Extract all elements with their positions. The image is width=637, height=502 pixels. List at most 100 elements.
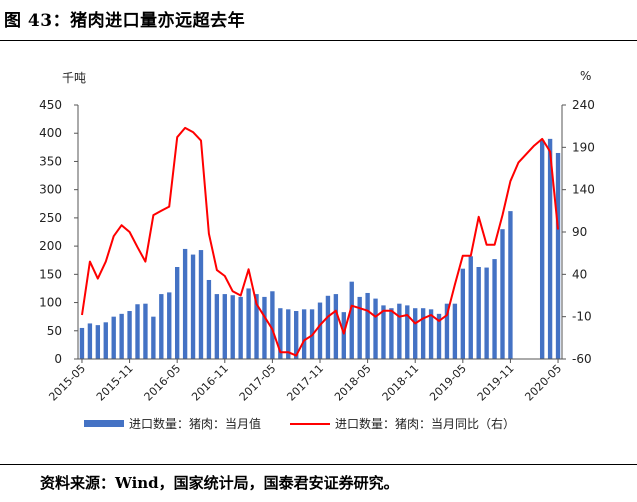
import-volume-bar <box>182 248 188 359</box>
import-volume-bar <box>238 296 243 359</box>
left-tick-label: 400 <box>39 126 62 140</box>
import-volume-bar <box>294 311 299 359</box>
import-volume-bar <box>500 229 505 359</box>
right-tick-label: 140 <box>572 183 595 197</box>
import-volume-bar <box>246 288 251 359</box>
x-tick-label: 2017-11 <box>284 362 326 404</box>
right-tick-label: 90 <box>572 225 587 239</box>
right-tick-label: -10 <box>572 310 592 324</box>
figure-title: 图 43：猪肉进口量亦远超去年 <box>4 11 246 31</box>
import-volume-bar <box>119 313 124 359</box>
left-tick-label: 200 <box>39 239 62 253</box>
right-axis-unit-label: % <box>580 69 591 83</box>
import-volume-bar <box>460 268 466 359</box>
x-tick-label: 2015-11 <box>94 362 136 404</box>
right-tick-label: 240 <box>572 98 595 112</box>
import-volume-bar <box>301 309 307 359</box>
import-volume-bar <box>436 313 442 359</box>
import-volume-bar <box>365 292 370 359</box>
import-volume-bar <box>174 266 180 359</box>
left-tick-label: 50 <box>47 324 62 338</box>
source-divider <box>0 464 637 465</box>
import-volume-bar <box>278 308 283 359</box>
import-volume-bar <box>484 267 489 359</box>
import-volume-bar <box>420 308 426 359</box>
left-tick-label: 0 <box>54 352 62 366</box>
left-tick-label: 250 <box>39 211 62 225</box>
import-volume-bar <box>127 311 132 359</box>
legend-line-label: 进口数量：猪肉：当月同比（右） <box>335 416 515 431</box>
import-volume-bar <box>476 266 481 359</box>
import-volume-bar <box>492 259 497 359</box>
left-tick-label: 350 <box>39 154 62 168</box>
legend-bar-label: 进口数量：猪肉：当月值 <box>129 416 261 431</box>
import-volume-bar <box>95 325 101 359</box>
left-tick-label: 150 <box>39 267 62 281</box>
right-tick-label: 40 <box>572 267 587 281</box>
import-volume-bar <box>357 296 362 359</box>
import-volume-bar <box>143 303 148 359</box>
yoy-growth-line-layer <box>81 126 559 357</box>
import-volume-bar <box>135 304 140 359</box>
import-volume-bar <box>405 305 410 359</box>
import-volume-bar <box>468 256 473 359</box>
x-tick-label: 2019-05 <box>427 362 469 404</box>
legend-bar-swatch <box>84 420 124 427</box>
import-volume-bar <box>151 316 156 359</box>
source-note: 资料来源：Wind，国家统计局，国泰君安证券研究。 <box>40 474 399 492</box>
chart-canvas: 千吨 % 0 50 100 150 200 250 300 350 400 450 -60 -10 4… <box>39 69 595 431</box>
x-tick-label: 2018-11 <box>380 362 422 404</box>
import-volume-bar <box>198 250 204 359</box>
x-tick-label: 2018-05 <box>332 362 374 404</box>
import-volume-bar <box>333 294 339 359</box>
import-volume-bar <box>373 298 378 359</box>
x-tick-label: 2015-05 <box>46 362 88 404</box>
import-volume-bar <box>214 294 220 359</box>
left-tick-label: 450 <box>39 98 62 112</box>
import-volume-bar <box>167 292 172 359</box>
x-tick-label: 2017-05 <box>237 362 279 404</box>
import-volume-bar <box>190 254 196 359</box>
import-volume-bar <box>325 295 331 359</box>
import-volume-bar <box>389 308 394 359</box>
import-volume-bar <box>444 303 450 359</box>
import-volume-bar <box>555 152 561 359</box>
import-volume-bar <box>349 281 354 359</box>
import-volume-bar <box>79 327 85 359</box>
import-volume-bar <box>452 303 458 359</box>
right-tick-label: -60 <box>572 352 592 366</box>
import-volume-bar <box>159 294 164 359</box>
import-volume-bar <box>206 279 212 359</box>
left-tick-label: 100 <box>39 296 62 310</box>
import-volume-bar <box>111 316 116 359</box>
import-volume-bar <box>547 138 553 359</box>
import-volume-bar <box>341 312 346 359</box>
yoy-growth-line <box>81 126 559 357</box>
import-volume-bar <box>413 308 418 359</box>
x-tick-label: 2020-05 <box>522 362 564 404</box>
import-volume-bar <box>428 309 434 359</box>
import-volume-bar <box>539 139 545 359</box>
left-axis-ticks: 0 50 100 150 200 250 300 350 400 450 <box>39 98 78 366</box>
x-axis-ticks: 2015-05 2015-11 2016-05 2016-11 2017-05 2017-… <box>46 359 564 404</box>
import-volume-bar <box>317 302 323 359</box>
import-volume-bar <box>397 303 402 359</box>
right-axis-ticks: -60 -10 40 90 140 190 240 <box>562 98 595 366</box>
import-volume-bar <box>508 211 513 359</box>
import-volume-bar <box>103 322 108 359</box>
import-volume-bar <box>87 323 93 359</box>
left-tick-label: 300 <box>39 183 62 197</box>
x-tick-label: 2016-11 <box>189 362 231 404</box>
import-volume-bar <box>222 294 227 359</box>
import-volume-bar <box>230 295 235 359</box>
import-volume-bar <box>286 309 291 359</box>
title-divider <box>0 40 637 41</box>
import-volume-bar <box>262 296 267 359</box>
right-tick-label: 190 <box>572 140 595 154</box>
import-volume-bar <box>381 305 386 359</box>
import-volume-bar <box>270 291 275 359</box>
left-axis-unit-label: 千吨 <box>62 71 86 85</box>
x-tick-label: 2016-05 <box>142 362 184 404</box>
import-volume-bar <box>254 294 259 359</box>
chart-legend: 进口数量：猪肉：当月值 进口数量：猪肉：当月同比（右） <box>84 416 515 431</box>
